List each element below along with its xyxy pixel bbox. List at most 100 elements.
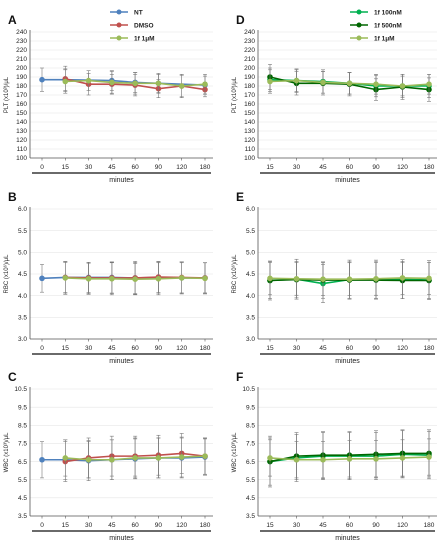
y-tick-label: 150 <box>244 110 255 117</box>
x-tick-label: 60 <box>346 164 354 171</box>
x-tick-label: 90 <box>155 522 163 529</box>
x-tick-label: 60 <box>346 345 354 352</box>
legend: NT DMSO 1f 1μM <box>110 9 155 42</box>
data-point <box>399 275 406 281</box>
x-tick-label: 60 <box>132 164 140 171</box>
y-tick-label: 8.5 <box>246 422 255 429</box>
x-tick-label: 30 <box>85 345 93 352</box>
y-tick-label: 180 <box>16 83 27 90</box>
data-point <box>293 275 300 282</box>
panel-a: A100110120130140150160170180190200210220… <box>4 9 213 184</box>
x-tick-label: 60 <box>346 522 354 529</box>
x-tick-label: 15 <box>266 164 274 171</box>
series-1f1m <box>62 436 208 481</box>
x-tick-label: 90 <box>372 522 380 529</box>
x-tick-label: 15 <box>62 164 70 171</box>
x-tick-label: 0 <box>40 345 44 352</box>
legend-label: 1f 1μM <box>134 35 155 42</box>
y-axis-label: PLT (x10³)/μL <box>4 76 10 113</box>
y-axis-label: RBC (x10⁶)/μL <box>3 254 10 294</box>
y-tick-label: 6.0 <box>246 206 255 213</box>
data-point <box>178 83 185 89</box>
panel-label: C <box>8 370 17 384</box>
data-point <box>373 81 379 87</box>
series-1f1m <box>267 69 432 97</box>
y-tick-label: 4.0 <box>18 293 27 300</box>
y-axis-label: WBC (x10³)/μL <box>4 432 10 472</box>
series-1f1m <box>62 261 208 296</box>
x-tick-label: 45 <box>108 522 116 529</box>
y-tick-label: 4.5 <box>18 271 27 278</box>
data-point <box>293 456 300 463</box>
x-tick-label: 15 <box>266 522 274 529</box>
data-point <box>109 275 115 282</box>
y-tick-label: 3.0 <box>246 336 255 343</box>
panel-label: B <box>8 190 17 204</box>
data-point <box>426 81 432 87</box>
legend-swatch-marker <box>356 22 362 28</box>
y-tick-label: 5.5 <box>246 228 255 235</box>
x-tick-label: 15 <box>266 345 274 352</box>
y-tick-label: 100 <box>244 155 255 162</box>
x-tick-label: 180 <box>424 345 435 352</box>
y-tick-label: 200 <box>16 65 27 72</box>
data-point <box>426 275 432 282</box>
series-1f1m <box>267 261 432 296</box>
legend-label: 1f 1μM <box>374 35 395 42</box>
x-tick-label: 60 <box>132 345 140 352</box>
x-tick-label: 90 <box>372 164 380 171</box>
data-point <box>62 78 69 85</box>
data-point <box>293 77 300 84</box>
data-point <box>267 78 273 85</box>
y-tick-label: 230 <box>16 38 27 45</box>
x-tick-label: 120 <box>176 522 187 529</box>
data-point <box>346 80 353 87</box>
data-point <box>85 275 92 282</box>
data-point <box>399 83 406 89</box>
data-point <box>62 275 69 281</box>
legend-label: 1f 500nM <box>374 22 402 29</box>
y-tick-label: 190 <box>244 74 255 81</box>
x-tick-label: 45 <box>108 164 116 171</box>
x-tick-label: 45 <box>108 345 116 352</box>
x-tick-label: 180 <box>424 522 435 529</box>
y-tick-label: 200 <box>244 65 255 72</box>
x-tick-label: 120 <box>176 164 187 171</box>
data-point <box>39 275 45 282</box>
data-point <box>373 456 379 462</box>
x-tick-label: 30 <box>293 345 301 352</box>
data-point <box>202 81 208 87</box>
legend-swatch-marker <box>116 22 122 28</box>
data-point <box>62 455 69 461</box>
data-point <box>346 456 353 462</box>
data-point <box>155 455 162 461</box>
data-point <box>202 275 208 282</box>
y-tick-label: 10.5 <box>242 386 255 393</box>
x-tick-label: 90 <box>155 164 163 171</box>
data-point <box>85 456 92 463</box>
y-tick-label: 4.0 <box>246 293 255 300</box>
y-tick-label: 170 <box>16 92 27 99</box>
y-tick-label: 150 <box>16 110 27 117</box>
y-tick-label: 3.0 <box>18 336 27 343</box>
panel-label: D <box>236 13 245 27</box>
x-axis-label: minutes <box>335 358 360 365</box>
series-1f1m <box>62 69 208 98</box>
y-tick-label: 130 <box>16 128 27 135</box>
x-tick-label: 0 <box>40 522 44 529</box>
y-tick-label: 110 <box>245 146 256 153</box>
x-tick-label: 120 <box>397 522 408 529</box>
data-point <box>202 453 208 459</box>
data-point <box>320 276 326 283</box>
x-tick-label: 90 <box>155 345 163 352</box>
x-tick-label: 180 <box>200 345 211 352</box>
data-point <box>132 455 138 461</box>
y-tick-label: 3.5 <box>246 315 255 322</box>
y-tick-label: 3.5 <box>18 513 27 520</box>
y-tick-label: 230 <box>244 38 255 45</box>
y-tick-label: 5.5 <box>246 477 255 484</box>
legend: 1f 100nM 1f 500nM 1f 1μM <box>350 9 402 42</box>
y-tick-label: 120 <box>244 137 255 144</box>
data-point <box>399 455 406 461</box>
